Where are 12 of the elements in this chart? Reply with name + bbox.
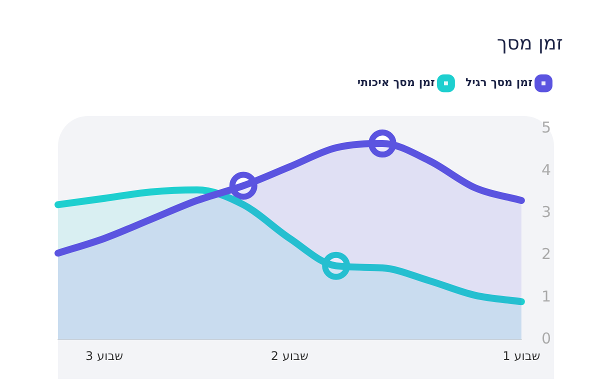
y-tick-label: 3: [541, 203, 552, 222]
legend-label: זמן מסך איכותי: [357, 76, 435, 90]
y-tick-label: 4: [541, 160, 552, 179]
y-tick-label: 2: [541, 245, 552, 264]
y-tick-label: 5: [541, 118, 552, 137]
y-tick-label: 0: [541, 329, 552, 348]
x-tick-label: שבוע 2: [270, 348, 309, 363]
y-tick-label: 1: [541, 287, 552, 306]
x-tick-label: שבוע 1: [502, 348, 540, 363]
x-tick-label: שבוע 3: [86, 348, 124, 363]
chart-title: זמן מסך: [496, 32, 563, 54]
legend-label: זמן מסך רגיל: [465, 76, 532, 90]
